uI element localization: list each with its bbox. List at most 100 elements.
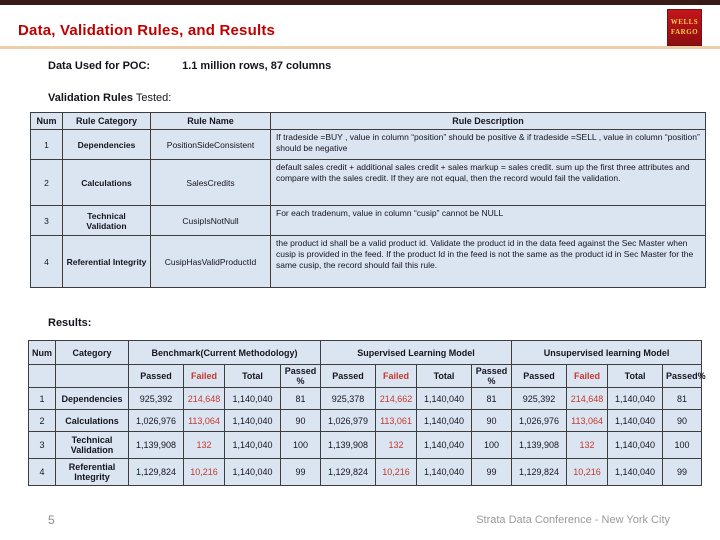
result-category-cell: Technical Validation [55, 431, 129, 459]
results-header-row-groups: Num Category Benchmark(Current Methodolo… [28, 340, 703, 365]
validation-rule-row: 1 Dependencies PositionSideConsistent If tr… [30, 129, 706, 160]
result-value-cell: 90 [471, 409, 513, 432]
result-value-cell: 10,216 [183, 458, 225, 486]
validation-rule-row: 2 Calculations SalesCredits default sales c… [30, 159, 706, 206]
logo-text-line2: FARGO [670, 27, 699, 36]
col-header-rule-description: Rule Description [270, 112, 706, 130]
rule-num-cell: 2 [30, 159, 63, 206]
result-value-cell: 132 [375, 431, 418, 459]
col-header-rule-category: Rule Category [62, 112, 151, 130]
top-accent-bar [0, 0, 720, 5]
title-divider [0, 46, 720, 49]
subheader-passed: Passed [128, 364, 184, 388]
result-value-cell: 214,662 [375, 387, 418, 410]
group-header-benchmark: Benchmark(Current Methodology) [127, 340, 322, 365]
rule-name-cell: PositionSideConsistent [150, 129, 271, 160]
rule-category-cell: Referential Integrity [62, 235, 151, 288]
result-value-cell: 99 [279, 458, 322, 486]
result-value-cell: 1,140,040 [416, 431, 473, 459]
rule-description-cell: If tradeside =BUY , value in column “pos… [270, 129, 706, 160]
rule-description-cell: For each tradenum, value in column “cusi… [270, 205, 706, 236]
result-num-cell: 1 [28, 387, 56, 410]
result-value-cell: 1,140,040 [416, 387, 473, 410]
result-value-cell: 1,140,040 [224, 458, 281, 486]
rule-description-cell: default sales credit + additional sales … [270, 159, 706, 206]
result-value-cell: 925,392 [511, 387, 568, 410]
validation-rule-row: 4 Referential Integrity CusipHasValidProdu… [30, 235, 706, 288]
page-title: Data, Validation Rules, and Results [18, 22, 276, 39]
result-value-cell: 1,140,040 [607, 431, 664, 459]
validation-header-row: Num Rule Category Rule Name Rule Descrip… [30, 112, 706, 130]
result-value-cell: 10,216 [566, 458, 609, 486]
result-num-cell: 2 [28, 409, 56, 432]
col-header-num: Num [28, 340, 56, 365]
subheader-passed: Passed [511, 364, 568, 388]
logo-text-line1: WELLS [670, 18, 699, 27]
rule-name-cell: CusipIsNotNull [150, 205, 271, 236]
validation-rule-row: 3 Technical Validation CusipIsNotNull For e… [30, 205, 706, 236]
footer-conference-text: Strata Data Conference - New York City [476, 514, 670, 526]
data-used-value: 1.1 million rows, 87 columns [182, 60, 332, 72]
result-value-cell: 1,140,040 [607, 458, 664, 486]
result-value-cell: 1,139,908 [511, 431, 568, 459]
result-value-cell: 1,140,040 [224, 387, 281, 410]
subheader-failed: Failed [375, 364, 418, 388]
rule-category-cell: Technical Validation [62, 205, 151, 236]
result-value-cell: 214,648 [566, 387, 609, 410]
rule-name-cell: SalesCredits [150, 159, 271, 206]
result-value-cell: 132 [183, 431, 225, 459]
subheader-total: Total [224, 364, 281, 388]
result-value-cell: 214,648 [183, 387, 225, 410]
results-heading: Results: [48, 317, 92, 329]
group-header-supervised: Supervised Learning Model [320, 340, 513, 365]
result-value-cell: 113,064 [566, 409, 609, 432]
result-value-cell: 1,140,040 [224, 409, 281, 432]
validation-rules-heading: Validation Rules Tested: [48, 92, 172, 104]
result-value-cell: 100 [471, 431, 513, 459]
subheader-total: Total [607, 364, 664, 388]
data-used-row: Data Used for POC: 1.1 million rows, 87 c… [48, 60, 331, 72]
result-value-cell: 1,140,040 [416, 409, 473, 432]
results-row: 2 Calculations 1,026,976 113,064 1,140,040 90… [28, 409, 703, 432]
result-value-cell: 90 [279, 409, 322, 432]
col-header-category: Category [55, 340, 129, 365]
result-value-cell: 1,026,976 [511, 409, 568, 432]
result-value-cell: 1,139,908 [128, 431, 184, 459]
result-value-cell: 100 [279, 431, 322, 459]
result-category-cell: Calculations [55, 409, 129, 432]
page-number: 5 [48, 513, 55, 527]
result-value-cell: 132 [566, 431, 609, 459]
rule-name-cell: CusipHasValidProductId [150, 235, 271, 288]
results-table-body: 1 Dependencies 925,392 214,648 1,140,040 81 92… [28, 387, 703, 486]
result-category-cell: Referential Integrity [55, 458, 129, 486]
subheader-passed: Passed [320, 364, 377, 388]
result-value-cell: 100 [662, 431, 703, 459]
validation-rules-table: Num Rule Category Rule Name Rule Descrip… [30, 112, 706, 288]
wells-fargo-logo: WELLS FARGO [667, 9, 702, 46]
empty-corner-cell [28, 364, 56, 388]
result-value-cell: 1,139,908 [320, 431, 377, 459]
rule-num-cell: 1 [30, 129, 63, 160]
result-value-cell: 1,129,824 [320, 458, 377, 486]
subheader-failed: Failed [183, 364, 225, 388]
result-value-cell: 1,140,040 [607, 409, 664, 432]
result-value-cell: 925,378 [320, 387, 377, 410]
result-value-cell: 925,392 [128, 387, 184, 410]
rule-category-cell: Dependencies [62, 129, 151, 160]
rule-num-cell: 4 [30, 235, 63, 288]
result-value-cell: 81 [279, 387, 322, 410]
validation-table-body: 1 Dependencies PositionSideConsistent If tr… [30, 129, 706, 288]
result-num-cell: 4 [28, 458, 56, 486]
group-header-unsupervised: Unsupervised learning Model [511, 340, 703, 365]
empty-corner-cell [55, 364, 129, 388]
results-row: 4 Referential Integrity 1,129,824 10,216 1,1… [28, 458, 703, 486]
result-value-cell: 1,140,040 [224, 431, 281, 459]
result-value-cell: 81 [471, 387, 513, 410]
rule-category-cell: Calculations [62, 159, 151, 206]
result-num-cell: 3 [28, 431, 56, 459]
subheader-failed: Failed [566, 364, 609, 388]
rule-description-cell: the product id shall be a valid product … [270, 235, 706, 288]
result-value-cell: 113,064 [183, 409, 225, 432]
result-value-cell: 1,140,040 [607, 387, 664, 410]
result-category-cell: Dependencies [55, 387, 129, 410]
